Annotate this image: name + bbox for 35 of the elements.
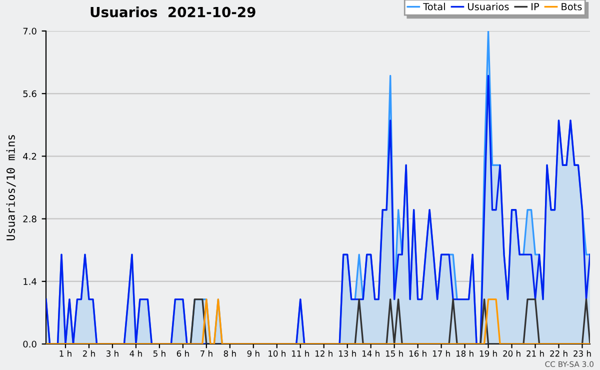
x-tick-label: 7 h: [200, 350, 212, 357]
x-tick-label: 1 h: [60, 350, 72, 357]
x-tick-label: 9 h: [247, 350, 260, 357]
x-tick-label: 4 h: [130, 350, 142, 357]
x-tick-label: 17 h: [432, 350, 450, 357]
legend-label: Total: [423, 2, 445, 10]
y-tick-label: 4.2: [23, 152, 36, 160]
y-tick-label: 5.6: [23, 90, 36, 98]
x-tick-label: 3 h: [106, 350, 118, 357]
y-tick-label: 7.0: [23, 28, 36, 35]
y-tick-label: 2.8: [23, 216, 36, 222]
x-tick-label: 23 h: [574, 350, 591, 357]
legend-label: IP: [532, 3, 540, 10]
x-tick-label: 20 h: [503, 350, 520, 357]
y-tick-label: 0.0: [23, 340, 36, 348]
y-axis-title: Usuarios/10 mins: [6, 135, 16, 240]
legend-label: Bots: [562, 3, 582, 10]
x-tick-label: 2 h: [82, 350, 95, 357]
chart-title: Usuarios 2021-10-29: [90, 6, 256, 18]
x-tick-label: 6 h: [176, 350, 189, 357]
x-tick-label: 16 h: [409, 350, 426, 357]
x-tick-label: 13 h: [339, 350, 356, 357]
x-tick-label: 21 h: [526, 350, 544, 357]
x-tick-label: 12 h: [316, 350, 332, 357]
x-tick-label: 22 h: [550, 350, 568, 357]
legend-label: Usuarios: [468, 2, 509, 10]
x-tick-label: 15 h: [386, 350, 403, 357]
x-tick-label: 5 h: [153, 350, 166, 357]
y-tick-label: 1.4: [24, 278, 36, 285]
x-tick-label: 18 h: [456, 350, 474, 357]
x-tick-label: 10 h: [268, 350, 286, 357]
x-tick-label: 8 h: [224, 350, 236, 357]
x-tick-label: 19 h: [480, 350, 497, 357]
x-tick-label: 14 h: [362, 350, 380, 357]
x-tick-label: 11 h: [292, 350, 309, 357]
